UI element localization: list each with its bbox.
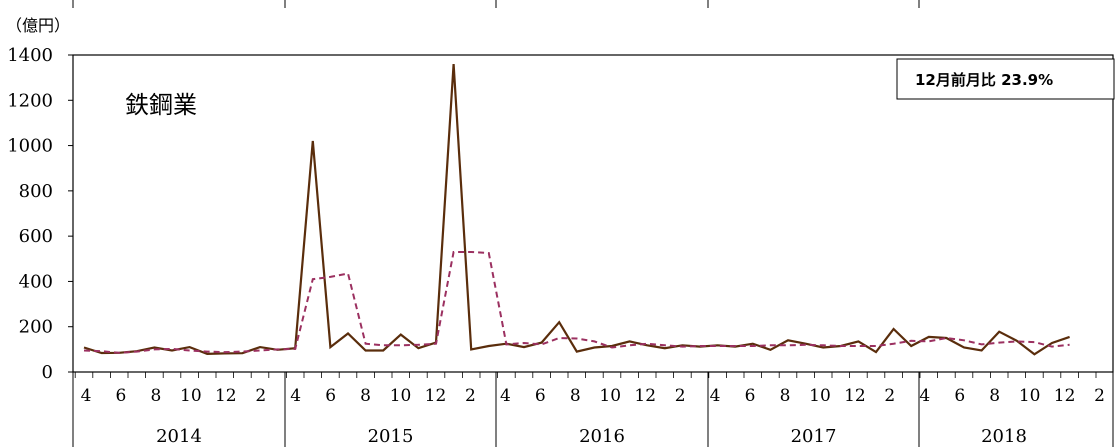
month-label: 4 <box>500 386 511 406</box>
month-label: 4 <box>290 386 301 406</box>
y-tick-label: 800 <box>19 181 53 202</box>
year-label: 2014 <box>156 426 202 447</box>
month-label: 6 <box>325 386 336 406</box>
month-label: 10 <box>1019 386 1041 406</box>
month-label: 6 <box>535 386 546 406</box>
y-tick-label: 1200 <box>7 90 53 111</box>
month-label: 8 <box>780 386 791 406</box>
month-label: 8 <box>989 386 1000 406</box>
month-label: 8 <box>150 386 161 406</box>
month-label: 8 <box>570 386 581 406</box>
month-label: 12 <box>844 386 866 406</box>
plot-frame <box>72 54 1114 373</box>
month-label: 2 <box>465 386 476 406</box>
month-label: 2 <box>884 386 895 406</box>
unit-label: （億円） <box>6 16 70 35</box>
month-label: 4 <box>81 386 92 406</box>
month-label: 2 <box>255 386 266 406</box>
month-label: 12 <box>425 386 447 406</box>
year-label: 2018 <box>981 426 1027 447</box>
month-label: 6 <box>745 386 756 406</box>
y-tick-label: 400 <box>19 271 53 292</box>
month-label: 12 <box>1054 386 1076 406</box>
y-tick-label: 1000 <box>7 136 53 157</box>
month-label: 10 <box>180 386 202 406</box>
labels: 0 200 400 600 800 1000 1200 1400 4 6 8 10 12 2 4 6 8 10 12… <box>7 45 1105 447</box>
y-tick-label: 1400 <box>7 45 53 66</box>
y-tick-label: 600 <box>19 226 53 247</box>
month-label: 6 <box>954 386 965 406</box>
sector-label: 鉄鋼業 <box>125 91 197 119</box>
month-label: 4 <box>919 386 930 406</box>
y-tick-label: 0 <box>42 362 53 383</box>
year-label: 2017 <box>791 426 837 447</box>
year-label: 2016 <box>579 426 625 447</box>
month-label: 10 <box>390 386 412 406</box>
y-tick-label: 200 <box>19 317 53 338</box>
month-label: 8 <box>360 386 371 406</box>
month-label: 10 <box>599 386 621 406</box>
axes <box>68 0 1114 447</box>
month-label: 10 <box>809 386 831 406</box>
month-label: 2 <box>1094 386 1105 406</box>
month-label: 2 <box>675 386 686 406</box>
month-label: 12 <box>634 386 656 406</box>
month-label: 12 <box>215 386 237 406</box>
month-over-month-note: 12月前月比 23.9% <box>915 71 1053 89</box>
month-label: 4 <box>710 386 721 406</box>
dashed-series-line <box>83 251 1070 354</box>
note-box <box>896 58 1115 100</box>
solid-series-line <box>83 64 1070 356</box>
series-lines <box>83 64 1070 356</box>
month-label: 6 <box>116 386 127 406</box>
year-label: 2015 <box>368 426 414 447</box>
